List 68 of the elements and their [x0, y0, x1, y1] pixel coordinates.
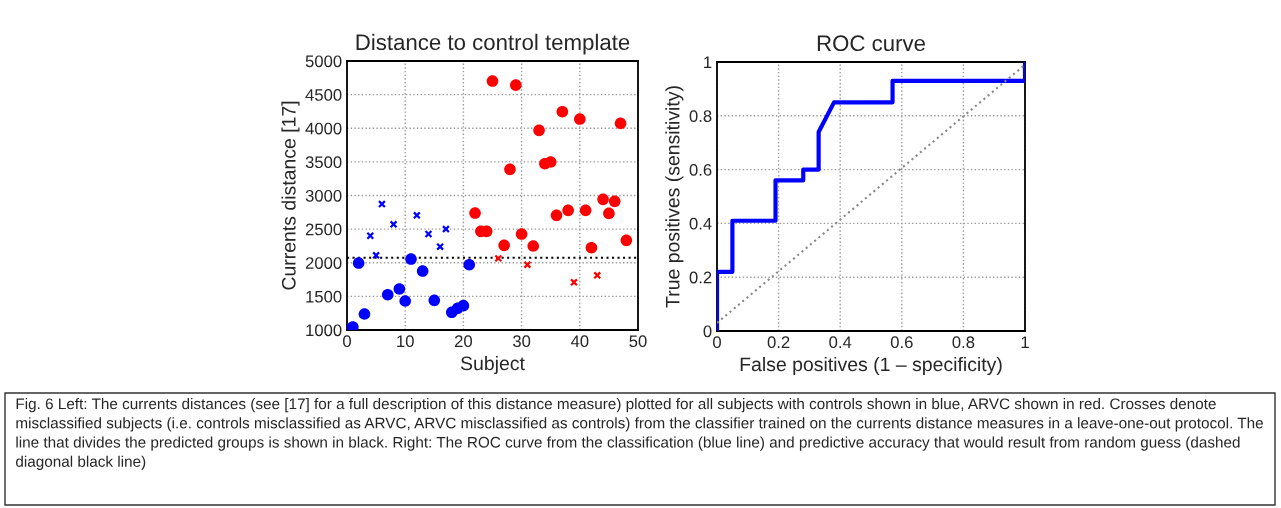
point [614, 117, 627, 130]
x-axis-title: Subject [460, 355, 525, 375]
x-tick-label: 20 [454, 335, 473, 348]
point [463, 258, 476, 271]
y-tick-label: 4000 [305, 122, 342, 135]
point [509, 79, 522, 91]
point [352, 257, 365, 269]
y-axis-title: Currents distance [17] [281, 101, 300, 290]
chart-title: Distance to control template [356, 33, 630, 55]
x-tick-label: 0 [343, 335, 351, 348]
point [469, 207, 481, 219]
point [436, 242, 445, 251]
point [347, 321, 359, 330]
point [405, 253, 417, 265]
x-tick-label: 1 [1021, 336, 1029, 348]
x-tick-label: 40 [570, 335, 589, 348]
point [579, 204, 592, 217]
point [424, 229, 433, 239]
point [412, 211, 421, 220]
x-tick-label: 0 [713, 336, 721, 349]
point [562, 204, 574, 217]
point [608, 195, 621, 208]
x-tick-label: 50 [629, 335, 647, 348]
point [393, 283, 406, 295]
point [428, 294, 441, 307]
point [597, 193, 609, 206]
point [573, 113, 586, 125]
x-tick-label: 30 [512, 335, 531, 348]
y-tick-label: 0.4 [689, 217, 712, 230]
point [533, 124, 545, 137]
y-tick-label: 1000 [306, 324, 342, 337]
x-tick-label: 0.6 [890, 336, 913, 349]
y-tick-label: 2000 [305, 257, 342, 269]
point [556, 105, 569, 118]
point [358, 308, 371, 320]
point [527, 240, 540, 252]
y-tick-label: 5000 [305, 55, 342, 68]
point [515, 228, 528, 240]
x-tick-label: 10 [397, 335, 414, 348]
point [550, 209, 563, 222]
point [620, 234, 633, 247]
x-tick-label: 0.8 [952, 336, 975, 349]
point [416, 265, 429, 277]
point [504, 163, 516, 176]
point [457, 299, 470, 312]
y-tick-label: 0.2 [689, 271, 712, 284]
point [486, 75, 499, 87]
x-tick-label: 0.4 [829, 336, 852, 349]
point [498, 239, 510, 252]
point [381, 288, 394, 301]
caption: Fig. 6 Left: The currents distances (see [17] for a full description of this distance measure) plotted for all subjects with controls shown in blue, ARVC shown in red. Crosses denote misclassified subjects (i.e. controls misclassified as ARVC, ARVC misclassified as controls) from the classifier trained on the currents distance measures in a leave-one-out protocol. The line that divides the predicted groups is shown in black. Right: The ROC curve from the classification (blue line) and predictive accuracy that would result from random guess (dashed diagonal black line) [16, 398, 1263, 470]
y-axis-title: True positives (sensitivity) [665, 86, 684, 308]
y-tick-label: 1500 [306, 290, 342, 303]
x-axis-title: False positives (1 – specificity) [740, 356, 1002, 376]
point [585, 241, 598, 254]
y-tick-label: 1 [704, 56, 712, 69]
y-tick-label: 3500 [305, 156, 342, 169]
chart-title: ROC curve [817, 35, 925, 52]
point [399, 295, 412, 307]
point [603, 207, 615, 220]
point [372, 251, 381, 260]
y-tick-label: 3000 [305, 189, 342, 202]
y-tick-label: 2500 [305, 223, 342, 236]
y-tick-label: 4500 [305, 89, 342, 101]
y-tick-label: 0.8 [689, 110, 712, 122]
y-tick-label: 0 [703, 325, 712, 338]
y-tick-label: 0.6 [689, 164, 712, 176]
x-tick-label: 0.2 [767, 336, 790, 349]
